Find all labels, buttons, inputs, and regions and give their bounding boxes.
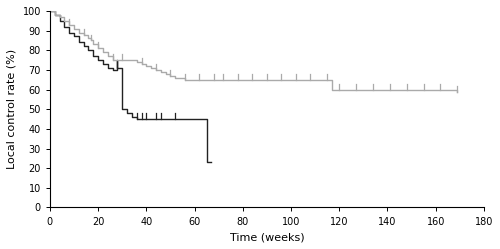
X-axis label: Time (weeks): Time (weeks)	[230, 232, 304, 242]
Y-axis label: Local control rate (%): Local control rate (%)	[7, 49, 17, 169]
